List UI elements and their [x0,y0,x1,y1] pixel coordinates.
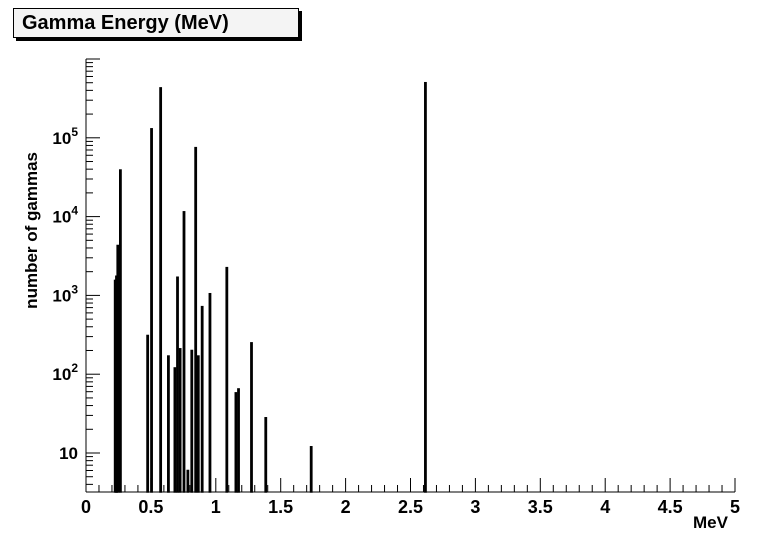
x-tick-label: 2 [341,497,351,517]
chart-title: Gamma Energy (MeV) [22,12,229,34]
histogram-bar [190,349,194,493]
x-axis-label: MeV [693,513,728,532]
y-tick-label: 10 [59,444,78,463]
histogram-bar [194,146,198,493]
x-tick-label: 1.5 [268,497,293,517]
histogram-bar [167,355,170,493]
y-tick-label: 105 [52,125,78,148]
y-tick-label: 103 [52,282,78,305]
histogram-bar [237,388,240,493]
histogram-bar [234,392,238,493]
histogram-bar [250,342,253,493]
histogram-bar [182,211,186,493]
y-tick-label-base: 10 [52,286,71,305]
x-tick-label: 0.5 [138,497,163,517]
plot-area [86,59,735,492]
histogram-bar [176,276,179,493]
histogram-bar [159,87,163,493]
histogram-bar [309,446,313,493]
histogram-bar [186,469,190,493]
histogram-bars [86,59,735,493]
x-tick-label: 3 [470,497,480,517]
x-tick-label: 5 [730,497,740,517]
histogram-bar [150,128,153,493]
y-tick-label: 102 [52,361,78,384]
y-tick-label-exponent: 5 [71,125,78,139]
histogram-bar [173,367,177,493]
y-tick-label-exponent: 4 [71,204,78,218]
y-tick-label-base: 10 [59,444,78,463]
y-tick-label-base: 10 [52,365,71,384]
y-tick-label-base: 10 [52,208,71,227]
histogram-bar [208,292,212,493]
histogram-bar [146,334,150,493]
histogram-bar [424,81,427,493]
histogram-bar [119,169,122,493]
histogram-bar [116,244,120,493]
y-tick-label-exponent: 3 [71,282,78,296]
histogram-bar [264,417,268,493]
x-tick-label: 1 [211,497,221,517]
x-tick-label: 4.5 [658,497,683,517]
y-tick-label: 104 [52,204,78,227]
histogram-bar [196,355,200,493]
x-tick-label: 4 [600,497,610,517]
x-tick-label: 3.5 [528,497,553,517]
y-axis-label: number of gammas [22,152,41,309]
x-tick-label: 0 [81,497,91,517]
histogram-bar [200,305,204,493]
chart-title-box [13,8,299,38]
y-tick-label-exponent: 2 [71,361,78,375]
histogram-bar [178,348,182,493]
y-tick-label-base: 10 [52,129,71,148]
histogram-bar [225,266,229,493]
x-tick-label: 2.5 [398,497,423,517]
